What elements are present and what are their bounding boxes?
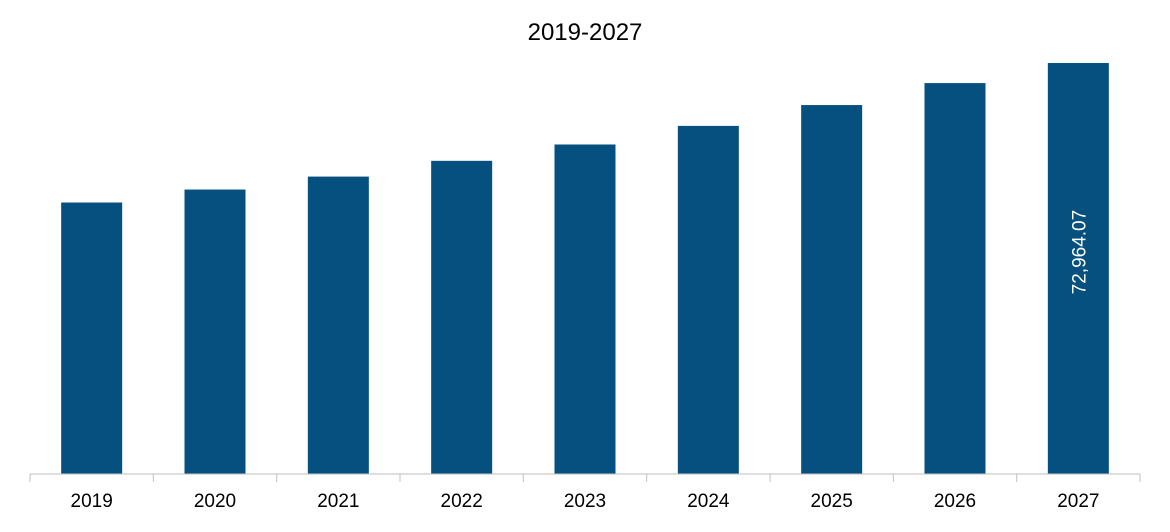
tick-label-2025: 2025 bbox=[811, 491, 853, 512]
tick-label-2019: 2019 bbox=[71, 491, 113, 512]
bar-2027 bbox=[1047, 63, 1109, 474]
bar-2026 bbox=[924, 83, 986, 475]
bar-2024 bbox=[677, 125, 739, 474]
tick-label-2026: 2026 bbox=[934, 491, 976, 512]
data-label-2027: 72,964.07 bbox=[1069, 210, 1090, 295]
bar-2025 bbox=[801, 105, 863, 475]
x-axis bbox=[29, 473, 1141, 482]
tick-label-2027: 2027 bbox=[1057, 491, 1099, 512]
tick-label-2023: 2023 bbox=[564, 491, 606, 512]
tick-labels: 2019 2020 2021 2022 2023 2024 2025 2026 2027 bbox=[71, 491, 1100, 512]
tick-label-2020: 2020 bbox=[194, 491, 236, 512]
bar-2023 bbox=[554, 144, 616, 474]
bars bbox=[61, 63, 1109, 475]
bar-2019 bbox=[61, 202, 123, 475]
tick-label-2022: 2022 bbox=[441, 491, 483, 512]
chart-title: 2019-2027 bbox=[528, 19, 643, 46]
data-labels: 72,964.07 bbox=[1069, 210, 1090, 295]
tick-label-2021: 2021 bbox=[317, 491, 359, 512]
tick-label-2024: 2024 bbox=[687, 491, 730, 512]
bar-2020 bbox=[184, 189, 246, 474]
bar-2022 bbox=[431, 160, 493, 474]
bar-2021 bbox=[307, 176, 369, 474]
